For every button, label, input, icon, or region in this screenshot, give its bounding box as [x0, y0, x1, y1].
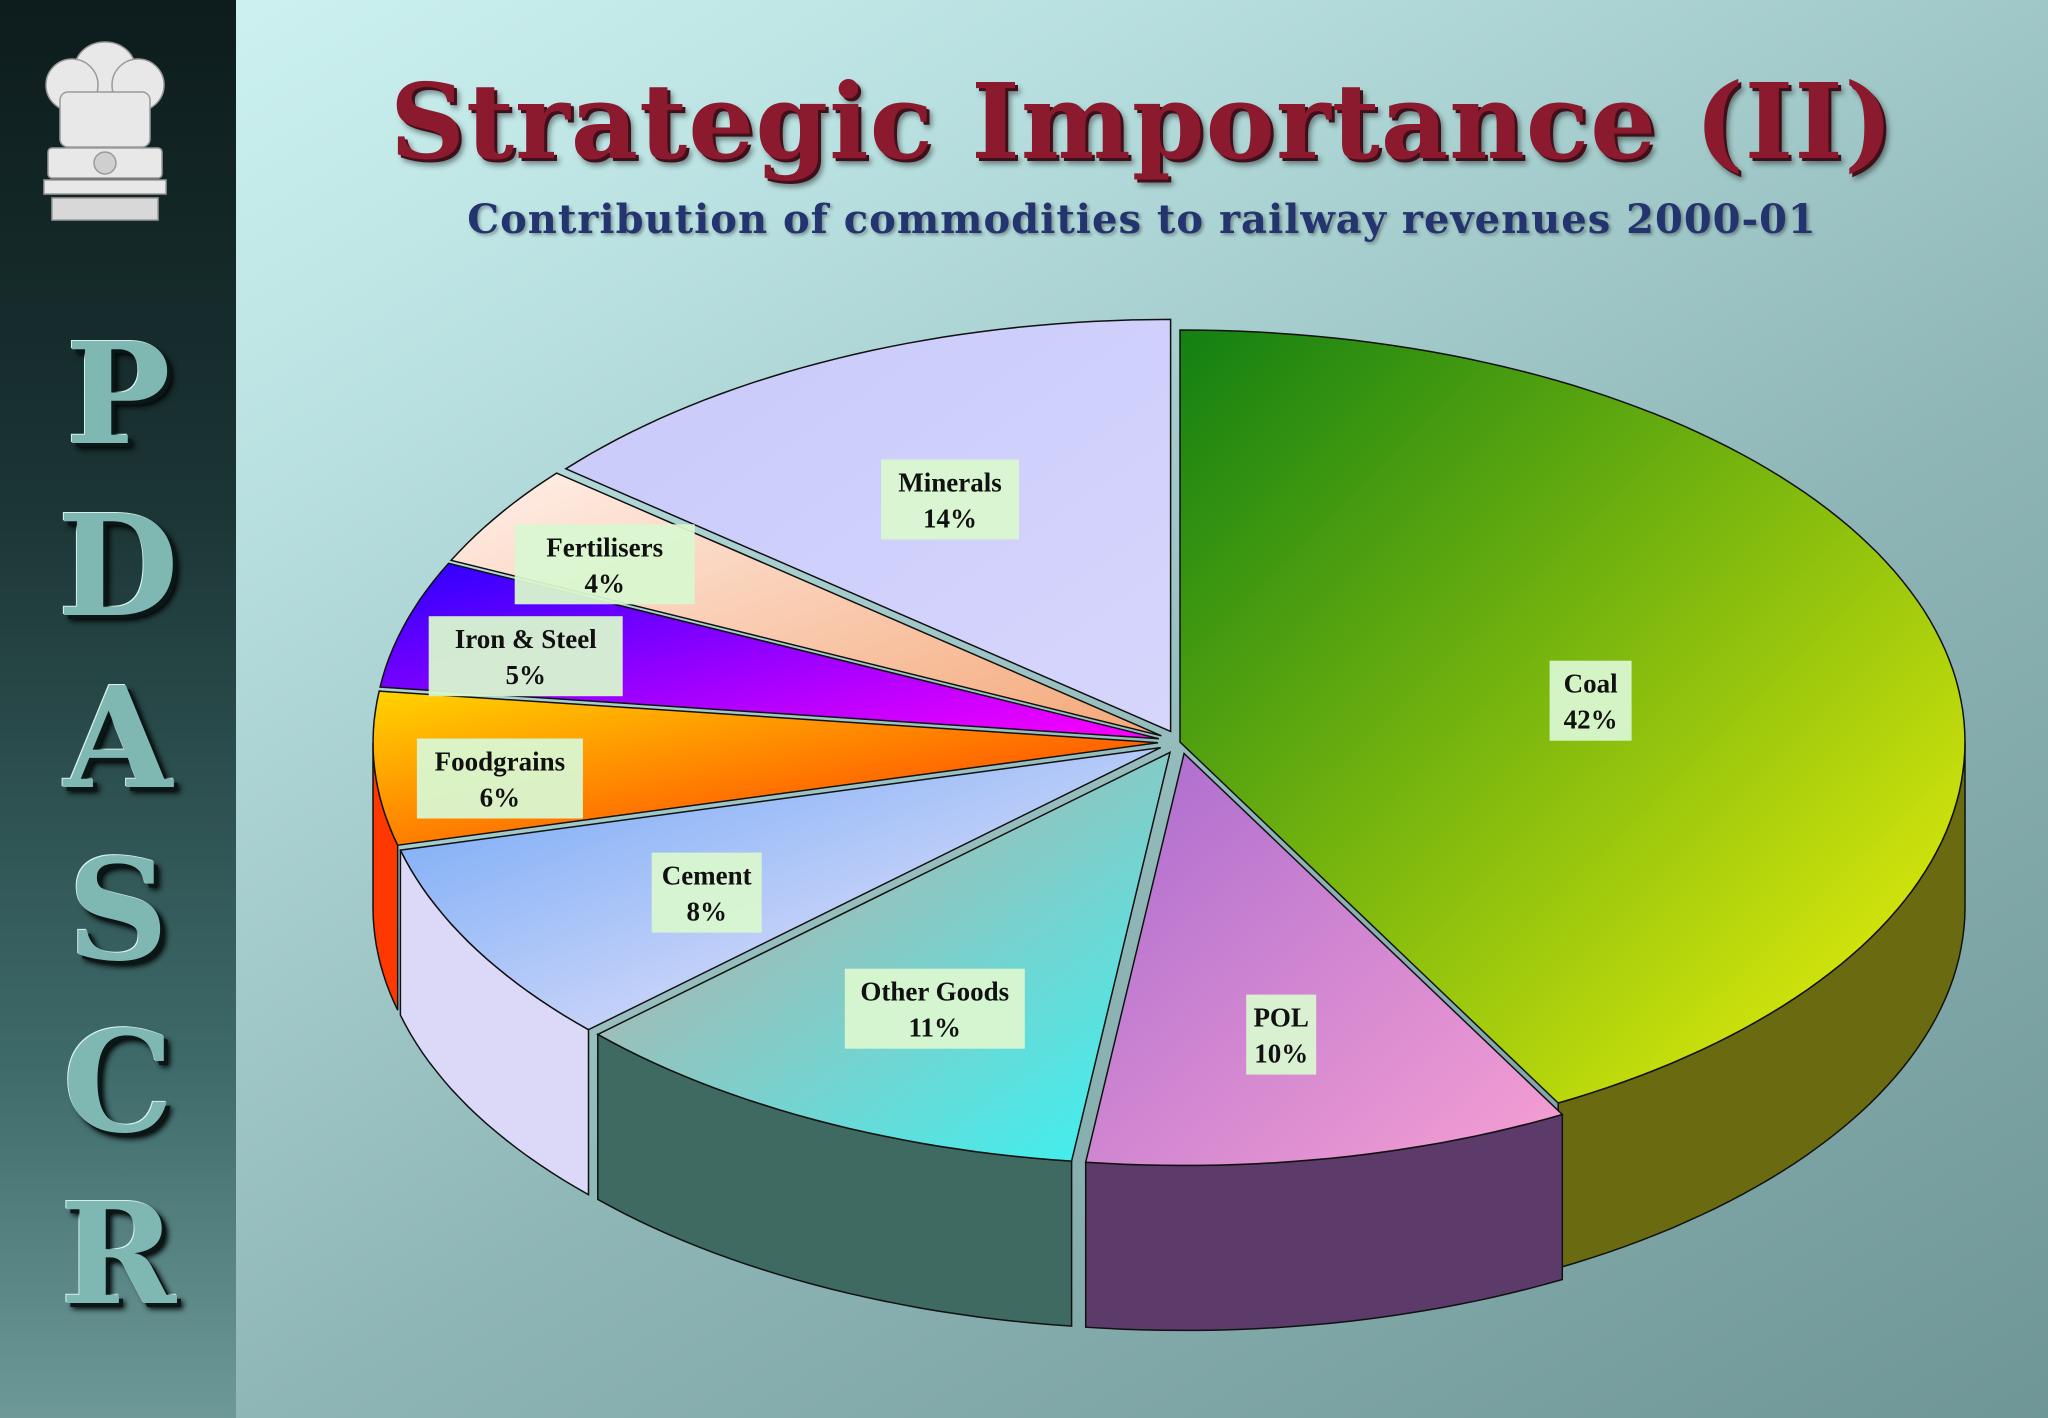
sidebar-letter-d: D	[57, 485, 179, 649]
slice-label-pol: POL	[1253, 1003, 1309, 1033]
data-label-fertilisers: Fertilisers 4%	[514, 524, 695, 605]
data-label-minerals: Minerals 14%	[881, 459, 1019, 540]
slice-value-fertilisers: 4%	[584, 568, 625, 598]
slice-value-other-goods: 11%	[909, 1013, 962, 1043]
pie-slice-other-goods	[596, 751, 1172, 1162]
data-label-pol: POL 10%	[1246, 994, 1317, 1075]
pie-slice-pol	[1084, 752, 1564, 1167]
sidebar-letter-s: S	[67, 829, 169, 993]
data-label-other-goods: Other Goods 11%	[844, 968, 1025, 1049]
data-label-coal: Coal 42%	[1549, 660, 1632, 741]
slice-label-coal: Coal	[1564, 669, 1618, 699]
page-title: Strategic Importance (II)	[389, 60, 1895, 183]
slice-label-iron-steel: Iron & Steel	[455, 624, 597, 654]
sidebar: P D A S C R	[0, 0, 236, 1418]
slice-value-foodgrains: 6%	[480, 783, 521, 813]
pie-slice-cement	[399, 746, 1162, 1031]
slice-label-foodgrains: Foodgrains	[435, 747, 566, 777]
sidebar-letter-p: P	[65, 313, 171, 477]
slice-value-iron-steel: 5%	[505, 660, 546, 690]
slice-value-cement: 8%	[686, 897, 727, 927]
page-subtitle: Contribution of commodities to railway r…	[467, 196, 1817, 243]
slice-value-pol: 10%	[1254, 1039, 1308, 1069]
slice-label-fertilisers: Fertilisers	[546, 532, 663, 562]
data-label-foodgrains: Foodgrains 6%	[416, 738, 583, 819]
pie-slice-minerals	[564, 318, 1172, 733]
data-label-cement: Cement 8%	[651, 852, 762, 933]
sidebar-letter-c: C	[62, 1001, 174, 1165]
slice-value-minerals: 14%	[923, 503, 977, 533]
sidebar-letter-r: R	[59, 1173, 177, 1337]
slice-value-coal: 42%	[1564, 705, 1618, 735]
slice-label-minerals: Minerals	[898, 467, 1001, 497]
slice-label-cement: Cement	[662, 861, 752, 891]
sidebar-letter-a: A	[63, 657, 173, 821]
data-label-iron-steel: Iron & Steel 5%	[428, 616, 623, 697]
slice-label-other-goods: Other Goods	[860, 977, 1009, 1007]
state-emblem-icon	[43, 41, 167, 221]
